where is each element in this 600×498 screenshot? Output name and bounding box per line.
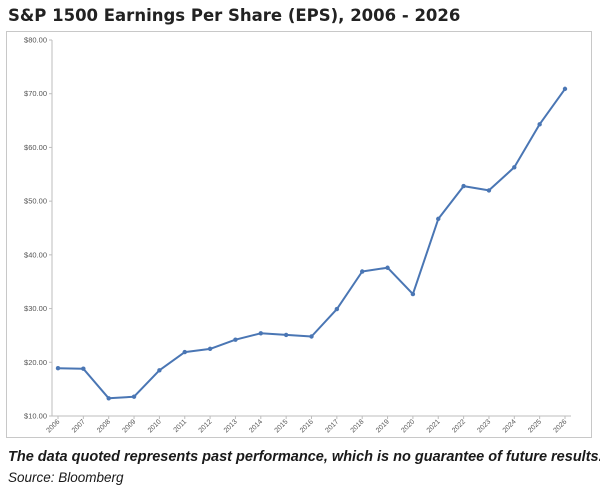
eps-data-point xyxy=(157,368,162,373)
x-tick-label: 2023 xyxy=(476,418,492,434)
eps-data-point xyxy=(131,394,137,399)
x-tick-label: 2013 xyxy=(223,418,239,434)
y-tick-label: $10.00 xyxy=(24,412,47,421)
eps-data-point xyxy=(562,86,568,92)
x-tick-label: 2007 xyxy=(71,418,87,434)
x-tick-label: 2024 xyxy=(502,418,518,434)
y-tick-label: $40.00 xyxy=(24,250,47,259)
eps-data-point xyxy=(207,346,213,352)
x-tick-label: 2025 xyxy=(527,418,543,434)
eps-data-point xyxy=(55,365,61,371)
chart-area: $10.00 $20.00 $30.00 $40.00 $50.00 $60.00 $70.… xyxy=(6,31,592,438)
x-tick-label: 2016 xyxy=(299,418,315,434)
eps-data-point xyxy=(537,122,542,127)
x-tick-label: 2009 xyxy=(121,418,137,434)
eps-data-point xyxy=(410,291,416,297)
eps-line-chart: $10.00 $20.00 $30.00 $40.00 $50.00 $60.00 $70.… xyxy=(24,36,571,434)
eps-data-point xyxy=(283,332,289,338)
eps-data-point xyxy=(258,331,263,336)
x-tick-label: 2012 xyxy=(198,418,214,434)
eps-data-point xyxy=(486,188,492,193)
eps-data-point xyxy=(360,269,365,274)
eps-data-point xyxy=(309,334,314,339)
x-tick-label: 2021 xyxy=(426,418,442,434)
eps-data-point xyxy=(106,396,111,401)
eps-data-point xyxy=(81,366,86,371)
eps-data-point xyxy=(334,306,340,312)
chart-title: S&P 1500 Earnings Per Share (EPS), 2006 … xyxy=(8,6,461,25)
eps-series-line xyxy=(57,88,566,400)
y-tick-label: $70.00 xyxy=(24,89,47,98)
y-tick-label: $50.00 xyxy=(24,197,47,206)
x-tick-label: 2006 xyxy=(45,418,61,434)
x-tick-label: 2026 xyxy=(552,418,568,434)
x-tick-label: 2019 xyxy=(375,418,391,434)
performance-disclaimer: The data quoted represents past performa… xyxy=(8,449,600,465)
x-tick-label: 2008 xyxy=(96,418,112,434)
x-tick-label: 2011 xyxy=(173,418,189,434)
eps-data-point xyxy=(233,337,238,342)
x-tick-label: 2018 xyxy=(350,418,366,434)
eps-data-point xyxy=(461,183,466,189)
eps-data-point xyxy=(385,265,390,270)
y-tick-label: $60.00 xyxy=(24,143,47,152)
x-tick-label: 2014 xyxy=(248,418,264,434)
eps-data-point xyxy=(512,165,517,170)
x-tick-label: 2017 xyxy=(324,418,340,434)
x-tick-label: 2010 xyxy=(147,418,163,434)
eps-data-point xyxy=(182,349,187,355)
source-note: Source: Bloomberg xyxy=(8,470,124,485)
eps-data-point xyxy=(436,216,441,222)
y-tick-label: $80.00 xyxy=(24,36,47,45)
x-tick-label: 2020 xyxy=(400,418,416,434)
y-tick-label: $30.00 xyxy=(24,304,47,313)
x-tick-label: 2015 xyxy=(274,418,290,434)
y-tick-label: $20.00 xyxy=(24,358,47,367)
x-tick-label: 2022 xyxy=(451,418,467,434)
